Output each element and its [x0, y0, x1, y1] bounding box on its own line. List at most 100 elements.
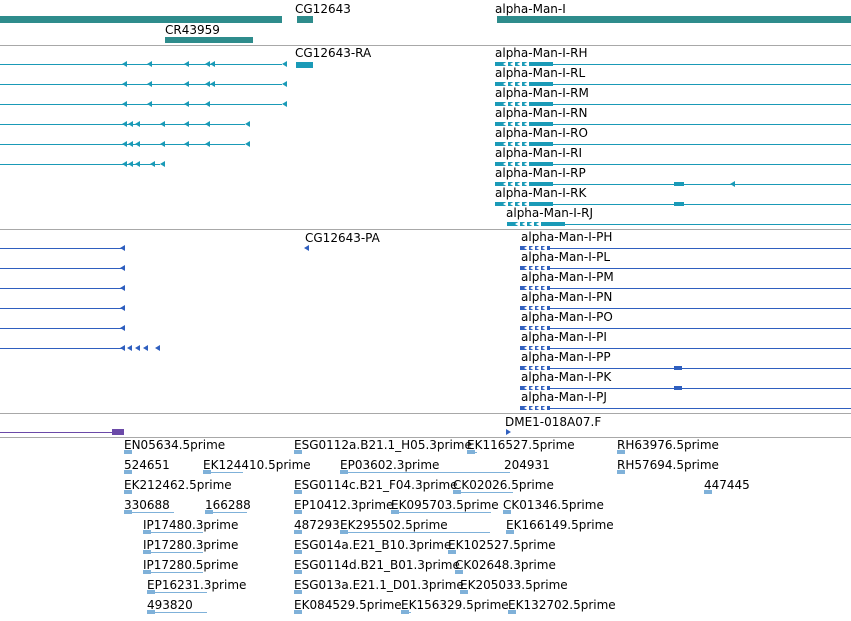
est-label[interactable]: ESG0112a.B21.1_H05.3prime	[294, 438, 472, 452]
protein-label-alpha-man-i-pl[interactable]: alpha-Man-I-PL	[521, 250, 611, 264]
est-block[interactable]	[124, 510, 132, 514]
protein-line[interactable]	[520, 248, 851, 249]
est-label[interactable]: IP17280.3prime	[143, 538, 239, 552]
protein-line[interactable]	[520, 368, 851, 369]
clone-line[interactable]	[0, 432, 118, 433]
est-label[interactable]: IP17480.3prime	[143, 518, 239, 532]
est-label[interactable]: 487293	[294, 518, 340, 532]
clone-block[interactable]	[112, 429, 124, 435]
transcript-label-alpha-man-i-rp[interactable]: alpha-Man-I-RP	[495, 166, 586, 180]
protein-line[interactable]	[520, 288, 851, 289]
protein-line[interactable]	[0, 288, 125, 289]
est-label[interactable]: RH57694.5prime	[617, 458, 719, 472]
est-label[interactable]: ESG013a.E21.1_D01.3prime	[294, 578, 464, 592]
transcript-intron-line[interactable]	[0, 104, 282, 105]
est-block[interactable]	[508, 610, 516, 614]
transcript-label-alpha-man-i-rm[interactable]: alpha-Man-I-RM	[495, 86, 589, 100]
est-block[interactable]	[124, 450, 132, 454]
est-label[interactable]: EP16231.3prime	[147, 578, 247, 592]
protein-exon[interactable]	[520, 366, 550, 370]
protein-label-alpha-man-i-pi[interactable]: alpha-Man-I-PI	[521, 330, 607, 344]
est-block[interactable]	[340, 470, 348, 474]
transcript-intron-line[interactable]	[507, 224, 851, 225]
clone-label[interactable]: DME1-018A07.F	[505, 415, 602, 429]
est-line[interactable]	[143, 552, 203, 553]
protein-exon[interactable]	[520, 246, 550, 250]
est-label[interactable]: 524651	[124, 458, 170, 472]
protein-line[interactable]	[0, 308, 125, 309]
est-label[interactable]: ESG0114d.B21_B01.3prime	[294, 558, 460, 572]
protein-exon[interactable]	[520, 386, 550, 390]
est-block[interactable]	[617, 450, 625, 454]
gene-label-cg12643[interactable]: CG12643	[295, 2, 351, 16]
est-line[interactable]	[147, 612, 207, 613]
transcript-label-alpha-man-i-rk[interactable]: alpha-Man-I-RK	[495, 186, 587, 200]
est-label[interactable]: EK124410.5prime	[203, 458, 311, 472]
est-block[interactable]	[124, 470, 132, 474]
est-block[interactable]	[147, 590, 155, 594]
est-block[interactable]	[460, 590, 468, 594]
est-block[interactable]	[294, 570, 302, 574]
transcript-label-alpha-man-i-ri[interactable]: alpha-Man-I-RI	[495, 146, 582, 160]
protein-line[interactable]	[0, 348, 125, 349]
transcript-label-alpha-man-i-rh[interactable]: alpha-Man-I-RH	[495, 46, 588, 60]
est-block[interactable]	[147, 610, 155, 614]
est-label[interactable]: EK095703.5prime	[391, 498, 499, 512]
est-label[interactable]: CK02026.5prime	[453, 478, 554, 492]
est-line[interactable]	[340, 472, 510, 473]
est-label[interactable]: EK166149.5prime	[506, 518, 614, 532]
est-block[interactable]	[294, 530, 302, 534]
est-label[interactable]: IP17280.5prime	[143, 558, 239, 572]
protein-line[interactable]	[0, 268, 125, 269]
est-label[interactable]: 493820	[147, 598, 193, 612]
transcript-intron-line[interactable]	[495, 184, 851, 185]
est-label[interactable]: 330688	[124, 498, 170, 512]
est-block[interactable]	[503, 510, 511, 514]
est-block[interactable]	[294, 490, 302, 494]
est-block[interactable]	[294, 450, 302, 454]
transcript-intron-line[interactable]	[495, 104, 851, 105]
est-block[interactable]	[143, 530, 151, 534]
protein-line[interactable]	[520, 268, 851, 269]
protein-line[interactable]	[0, 328, 125, 329]
gene-label-alpha-man-i[interactable]: alpha-Man-I	[495, 2, 566, 16]
protein-exon[interactable]	[520, 406, 550, 410]
est-line[interactable]	[205, 512, 247, 513]
est-block[interactable]	[294, 590, 302, 594]
transcript-label-alpha-man-i-rl[interactable]: alpha-Man-I-RL	[495, 66, 586, 80]
protein-exon[interactable]	[674, 366, 682, 370]
est-line[interactable]	[143, 532, 203, 533]
transcript-intron-line[interactable]	[495, 84, 851, 85]
transcript-intron-line[interactable]	[495, 164, 851, 165]
protein-exon[interactable]	[520, 326, 550, 330]
est-label[interactable]: RH63976.5prime	[617, 438, 719, 452]
est-label[interactable]: ESG0114c.B21_F04.3prime	[294, 478, 458, 492]
protein-exon[interactable]	[520, 286, 550, 290]
est-label[interactable]: 166288	[205, 498, 251, 512]
est-label[interactable]: EK132702.5prime	[508, 598, 616, 612]
est-line[interactable]	[147, 592, 207, 593]
clone-marker[interactable]	[506, 429, 511, 435]
protein-label-alpha-man-i-pk[interactable]: alpha-Man-I-PK	[521, 370, 612, 384]
protein-label-alpha-man-i-pp[interactable]: alpha-Man-I-PP	[521, 350, 611, 364]
est-block[interactable]	[203, 470, 211, 474]
est-block[interactable]	[455, 570, 463, 574]
protein-line[interactable]	[520, 408, 851, 409]
est-block[interactable]	[124, 490, 132, 494]
protein-label-alpha-man-i-ph[interactable]: alpha-Man-I-PH	[521, 230, 613, 244]
est-label[interactable]: EK084529.5prime	[294, 598, 402, 612]
protein-line[interactable]	[520, 348, 851, 349]
protein-line[interactable]	[0, 248, 125, 249]
protein-exon[interactable]	[520, 306, 550, 310]
protein-exon[interactable]	[674, 386, 682, 390]
est-line[interactable]	[143, 572, 203, 573]
est-label[interactable]: EP10412.3prime	[294, 498, 394, 512]
transcript-intron-line[interactable]	[495, 144, 851, 145]
est-block[interactable]	[340, 530, 348, 534]
transcript-intron-line[interactable]	[0, 164, 160, 165]
protein-label-alpha-man-i-pm[interactable]: alpha-Man-I-PM	[521, 270, 614, 284]
est-block[interactable]	[453, 490, 461, 494]
est-block[interactable]	[506, 530, 514, 534]
est-line[interactable]	[340, 532, 490, 533]
gene-bar-cg12643[interactable]	[0, 16, 282, 23]
